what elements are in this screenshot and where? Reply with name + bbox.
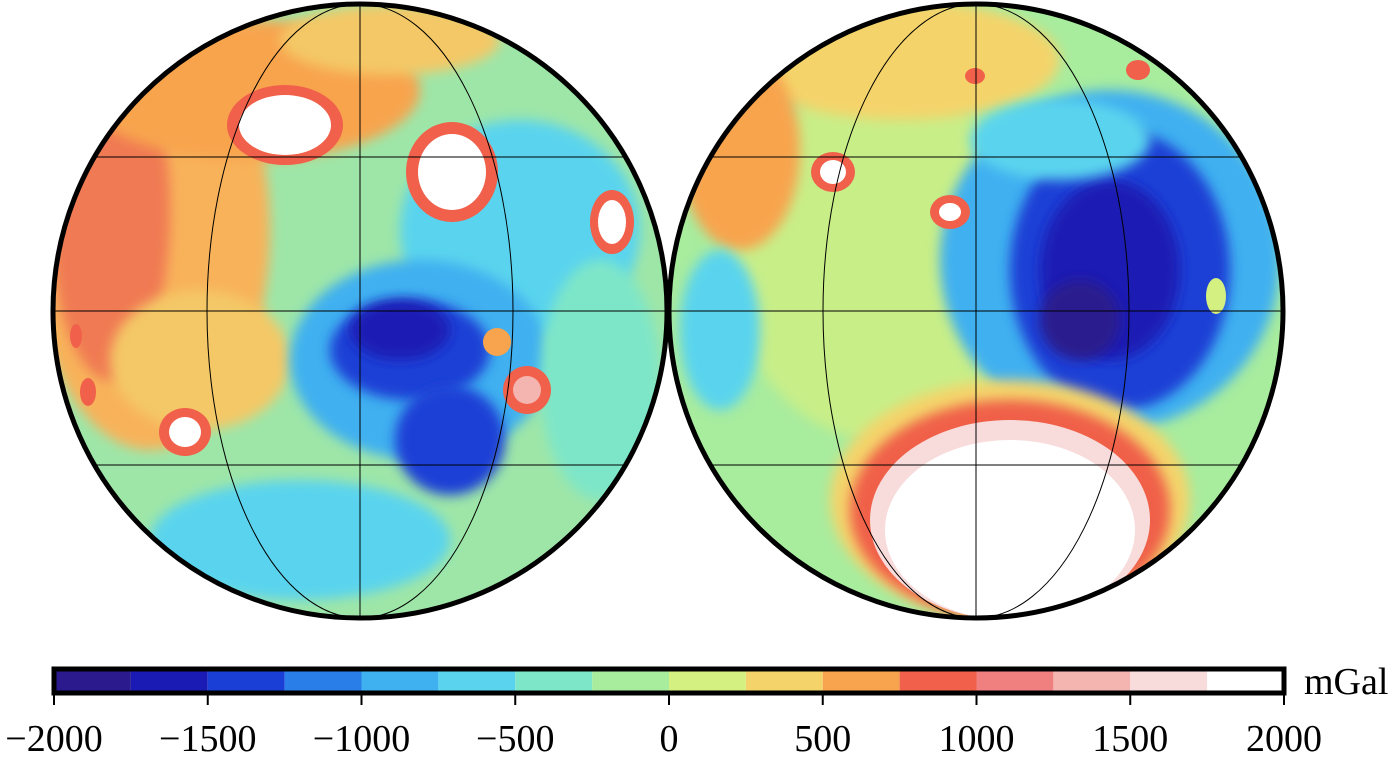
colorbar-bin (745, 669, 823, 693)
colorbar-bin (1130, 669, 1208, 693)
colorbar-tick-label: −1500 (159, 718, 256, 760)
nearside-hemisphere (50, 1, 670, 621)
nearside-graticule (53, 4, 667, 618)
colorbar-tick-label: 1000 (939, 718, 1015, 760)
colorbar-tick-label: −2000 (5, 718, 102, 760)
farside-hemisphere (666, 1, 1286, 621)
colorbar-unit-label: mGal (1304, 661, 1388, 703)
colorbar-tick-label: −1000 (313, 718, 410, 760)
colorbar-bin (976, 669, 1054, 693)
colorbar-tick-label: −500 (476, 718, 554, 760)
colorbar: −2000 −1500 −1000 −500 0 500 1000 1500 2000 (5, 666, 1322, 760)
colorbar-bin (899, 669, 977, 693)
colorbar-tick-label: 500 (794, 718, 851, 760)
colorbar-bin (207, 669, 285, 693)
colorbar-bin (1053, 669, 1131, 693)
colorbar-bin (822, 669, 900, 693)
colorbar-bin (669, 669, 746, 693)
colorbar-bin (284, 669, 362, 693)
colorbar-bin (438, 669, 516, 693)
colorbar-tick-label: 2000 (1246, 718, 1322, 760)
colorbar-bin (592, 669, 669, 693)
colorbar-tick-label: 1500 (1092, 718, 1168, 760)
colorbar-bin (1207, 669, 1284, 693)
colorbar-bin (54, 669, 131, 693)
colorbar-tick-label: 0 (660, 718, 679, 760)
colorbar-bin (130, 669, 208, 693)
colorbar-bin (361, 669, 439, 693)
farside-graticule (669, 4, 1283, 618)
farside-outline (666, 1, 1286, 621)
colorbar-bin (515, 669, 593, 693)
